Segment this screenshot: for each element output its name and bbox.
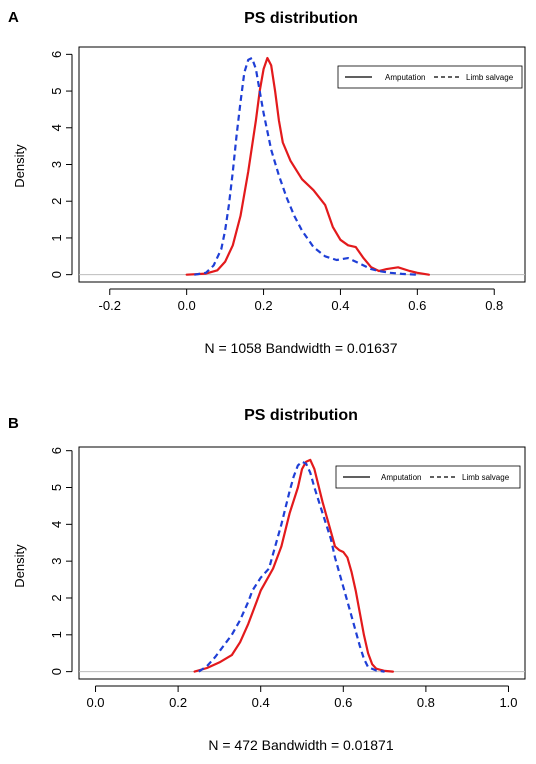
plot-frame-b [78, 446, 526, 680]
plot-area-a: -0.2 0.0 0.2 0.4 0.6 0.8 0 1 2 3 4 5 6 [49, 46, 526, 313]
x-tick-label-a: 0.8 [485, 298, 503, 313]
y-tick-label-b: 5 [49, 484, 64, 491]
x-tick-label-a: 0.4 [331, 298, 349, 313]
y-tick-label-a: 1 [49, 234, 64, 241]
legend-label-limb-salvage-b: Limb salvage [462, 473, 510, 482]
x-tick-label-b: 0.2 [169, 695, 187, 710]
panel-b: B PS distribution 0.0 0.2 0.4 0.6 0.8 1.0 0 1 2 3… [8, 407, 526, 753]
legend-a: Amputation Limb salvage [337, 65, 523, 89]
y-tick-label-a: 0 [49, 271, 64, 278]
y-tick-label-a: 2 [49, 198, 64, 205]
panel-letter-a: A [8, 9, 19, 26]
legend-label-amputation-a: Amputation [385, 73, 425, 82]
amputation-curve-b [193, 458, 394, 673]
legend-box-a [337, 65, 523, 89]
legend-label-limb-salvage-a: Limb salvage [466, 73, 514, 82]
plot-area-b: 0.0 0.2 0.4 0.6 0.8 1.0 0 1 2 3 4 5 6 [49, 446, 526, 710]
y-tick-label-b: 4 [49, 521, 64, 528]
x-axis-label-a: N = 1058 Bandwidth = 0.01637 [204, 340, 397, 356]
x-tick-label-b: 0.4 [252, 695, 270, 710]
x-tick-label-a: 0.6 [408, 298, 426, 313]
panel-a: A PS distribution -0.2 0.0 0.2 0.4 0.6 0.8 0 1 2… [8, 9, 526, 356]
panel-letter-b: B [8, 415, 19, 432]
limb-salvage-curve-b [198, 460, 385, 673]
legend-b: Amputation Limb salvage [335, 465, 521, 489]
plot-frame-a [78, 46, 526, 283]
x-axis-label-b: N = 472 Bandwidth = 0.01871 [208, 737, 393, 753]
limb-salvage-curve-a [194, 56, 418, 276]
legend-box-b [335, 465, 521, 489]
x-tick-label-b: 0.8 [417, 695, 435, 710]
y-tick-label-b: 1 [49, 631, 64, 638]
y-tick-label-a: 6 [49, 51, 64, 58]
y-axis-label-a: Density [12, 144, 27, 188]
chart-title-a: PS distribution [244, 10, 358, 27]
x-tick-label-a: 0.0 [178, 298, 196, 313]
legend-label-amputation-b: Amputation [381, 473, 421, 482]
y-axis-label-b: Density [12, 544, 27, 588]
x-tick-label-b: 1.0 [499, 695, 517, 710]
chart-title-b: PS distribution [244, 407, 358, 424]
x-tick-label-b: 0.6 [334, 695, 352, 710]
y-tick-label-b: 0 [49, 668, 64, 675]
amputation-curve-a [185, 56, 430, 276]
x-tick-label-a: -0.2 [99, 298, 121, 313]
y-tick-label-b: 6 [49, 447, 64, 454]
y-tick-label-b: 3 [49, 558, 64, 565]
y-tick-label-a: 3 [49, 161, 64, 168]
y-tick-label-a: 4 [49, 124, 64, 131]
y-tick-label-a: 5 [49, 87, 64, 94]
y-tick-label-b: 2 [49, 594, 64, 601]
x-tick-label-b: 0.0 [86, 695, 104, 710]
x-tick-label-a: 0.2 [255, 298, 273, 313]
